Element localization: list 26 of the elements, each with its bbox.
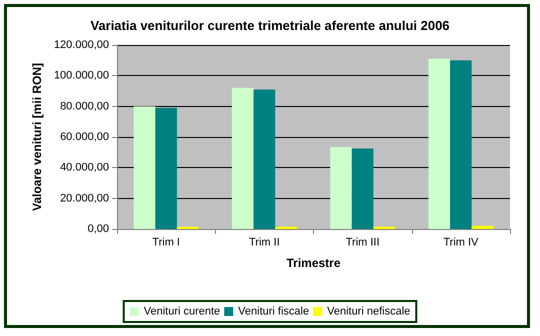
x-tick-label: Trim III bbox=[346, 236, 380, 248]
x-tick-label: Trim IV bbox=[443, 236, 480, 248]
y-tick-label: 120.000,00 bbox=[54, 39, 109, 51]
x-tick-label: Trim I bbox=[152, 236, 180, 248]
bar bbox=[155, 108, 177, 229]
legend-label: Venituri fiscale bbox=[238, 306, 310, 318]
y-axis-title: Valoare venituri [mii RON] bbox=[30, 62, 44, 212]
bar bbox=[352, 148, 374, 229]
y-tick-label: 80.000,00 bbox=[60, 100, 109, 112]
legend-label: Venituri curente bbox=[144, 306, 220, 318]
bar bbox=[134, 106, 156, 229]
y-tick-label: 20.000,00 bbox=[60, 192, 109, 204]
bar bbox=[472, 226, 494, 229]
bar bbox=[232, 88, 254, 229]
bar bbox=[428, 58, 450, 229]
x-tick-label: Trim II bbox=[249, 236, 280, 248]
y-tick-label: 40.000,00 bbox=[60, 162, 109, 174]
bar bbox=[450, 60, 472, 229]
y-tick-label: 100.000,00 bbox=[54, 70, 109, 82]
y-tick-label: 60.000,00 bbox=[60, 131, 109, 143]
bar bbox=[254, 89, 276, 229]
y-tick-label: 0,00 bbox=[88, 223, 109, 235]
chart-title: Variatia veniturilor curente trimetriale aferente anului 2006 bbox=[90, 18, 450, 33]
bar bbox=[330, 146, 352, 229]
x-axis-title: Trimestre bbox=[286, 256, 341, 270]
legend-label: Venituri nefiscale bbox=[327, 306, 410, 318]
